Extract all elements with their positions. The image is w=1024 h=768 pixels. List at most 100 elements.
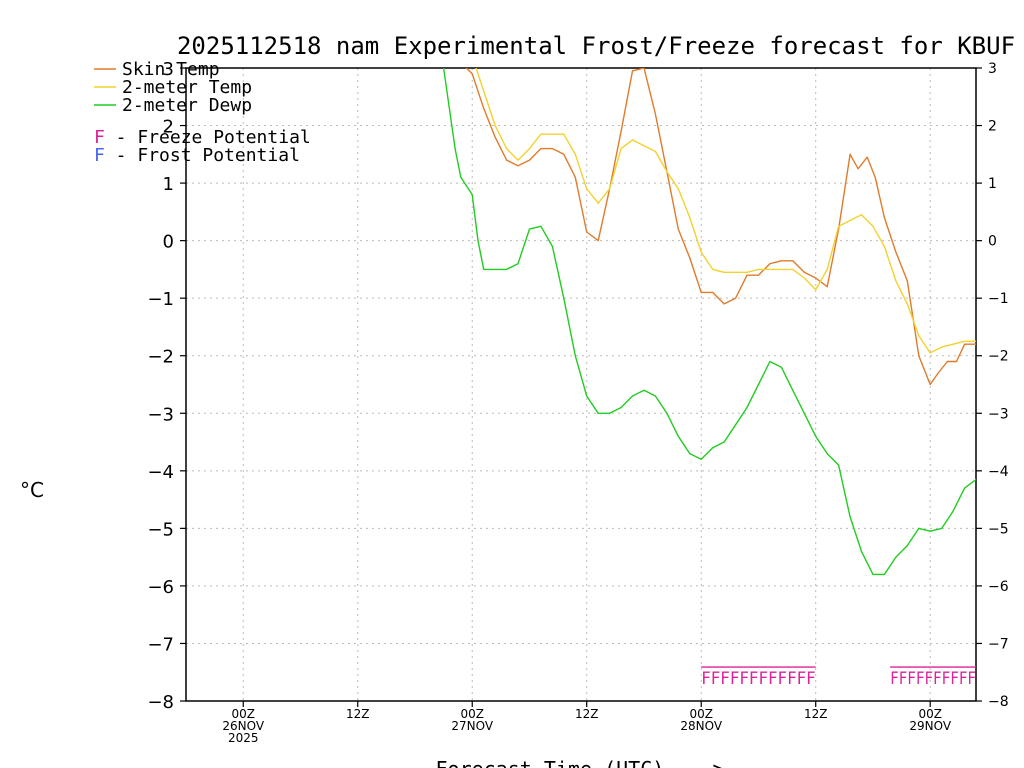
data-point bbox=[494, 268, 496, 271]
x-tick-label: 00Z bbox=[918, 707, 942, 721]
y-tick-label-left: −6 bbox=[147, 577, 174, 598]
x-tick-label: 00Z bbox=[689, 707, 713, 721]
y-tick-label-right: 1 bbox=[988, 176, 997, 192]
data-point bbox=[540, 133, 542, 135]
data-point bbox=[689, 217, 691, 219]
x-tick-label: 26NOV bbox=[222, 719, 264, 733]
data-point bbox=[551, 133, 553, 135]
y-tick-label-left: 0 bbox=[163, 232, 174, 253]
data-point bbox=[769, 360, 771, 363]
y-tick-labels: 3 3 2 2 1 1 0 0 −1 −1 −2 −2 −3 −3 −4 −4 −5 −5 −6 −6 −7 −7 −8 −8 bbox=[147, 59, 1008, 713]
data-point bbox=[517, 165, 519, 167]
y-tick-label-left: −8 bbox=[147, 692, 174, 713]
y-tick-label-right: −7 bbox=[988, 636, 1009, 652]
x-tick-label: 00Z bbox=[231, 707, 255, 721]
legend-label: F - Frost Potential bbox=[94, 145, 300, 166]
data-point bbox=[677, 188, 679, 190]
plot-border bbox=[185, 67, 977, 702]
legend-text: - Freeze Potential bbox=[105, 127, 311, 148]
data-point bbox=[883, 245, 886, 247]
y-tick-label-left: −3 bbox=[147, 404, 174, 425]
y-axis-unit: °C bbox=[20, 478, 44, 502]
data-point bbox=[528, 159, 531, 161]
data-point bbox=[857, 168, 859, 170]
x-tick-label: 12Z bbox=[346, 707, 370, 721]
legend-item: 2-meter Temp bbox=[94, 77, 252, 98]
y-tick-label-right: −6 bbox=[988, 579, 1009, 595]
data-point bbox=[631, 139, 634, 141]
data-point bbox=[792, 389, 794, 391]
chart-title: 2025112518 nam Experimental Frost/Freeze… bbox=[177, 32, 1015, 60]
data-point bbox=[757, 383, 760, 386]
y-tick-label-left: 3 bbox=[163, 59, 174, 80]
data-point bbox=[712, 447, 714, 449]
data-point bbox=[906, 545, 908, 547]
grid-lines bbox=[186, 68, 976, 701]
data-series bbox=[442, 68, 976, 576]
data-point bbox=[517, 159, 519, 161]
data-point bbox=[803, 412, 805, 414]
data-point bbox=[597, 202, 599, 204]
data-point bbox=[929, 530, 931, 532]
data-point bbox=[780, 268, 782, 271]
data-point bbox=[975, 343, 976, 345]
data-point bbox=[505, 159, 508, 161]
data-point bbox=[941, 346, 943, 348]
data-point bbox=[609, 188, 611, 190]
data-point bbox=[483, 268, 485, 271]
data-point bbox=[597, 412, 599, 414]
data-point bbox=[654, 113, 657, 115]
data-point bbox=[826, 452, 828, 455]
data-point bbox=[895, 280, 897, 282]
data-point bbox=[563, 133, 565, 135]
data-point bbox=[666, 170, 668, 173]
freeze-flag-run: FFFFFFFFFFFF bbox=[701, 669, 815, 689]
legend-glyph: F bbox=[94, 145, 105, 166]
data-point bbox=[471, 73, 473, 75]
legend-item: Skin Temp bbox=[94, 59, 220, 80]
legend-item: 2-meter Dewp bbox=[94, 95, 252, 116]
legend-label: 2-meter Temp bbox=[122, 77, 252, 98]
data-point bbox=[483, 107, 485, 109]
data-point bbox=[906, 303, 908, 305]
data-point bbox=[746, 271, 748, 273]
data-point bbox=[780, 260, 782, 262]
data-point bbox=[505, 268, 508, 271]
y-tick-label-right: −4 bbox=[988, 464, 1009, 480]
data-point bbox=[483, 90, 485, 92]
y-tick-label-right: −5 bbox=[988, 521, 1009, 537]
data-point bbox=[551, 147, 553, 150]
data-point bbox=[563, 153, 565, 155]
y-tick-label-left: −1 bbox=[147, 289, 174, 310]
data-point bbox=[757, 268, 760, 271]
y-tick-label-right: 3 bbox=[988, 61, 997, 77]
series-2-meter-temp bbox=[475, 68, 976, 354]
x-tick-label: 28NOV bbox=[680, 719, 722, 733]
data-point bbox=[866, 156, 868, 158]
data-point bbox=[712, 268, 714, 271]
y-tick-label-left: −2 bbox=[147, 347, 174, 368]
data-point bbox=[586, 231, 588, 233]
data-point bbox=[723, 441, 725, 443]
data-point bbox=[528, 147, 531, 150]
data-point bbox=[895, 556, 897, 558]
y-tick-label-right: −1 bbox=[988, 291, 1009, 307]
x-tick-label: 12Z bbox=[804, 707, 828, 721]
data-point bbox=[700, 291, 702, 294]
data-point bbox=[454, 147, 456, 150]
data-point bbox=[757, 274, 760, 276]
data-point bbox=[838, 225, 840, 227]
data-point bbox=[803, 277, 805, 279]
data-point bbox=[838, 464, 840, 466]
data-point bbox=[654, 150, 657, 153]
freeze-potential-flags: FFFFFFFFFFFF FFFFFFFFFF bbox=[701, 666, 976, 689]
data-point bbox=[746, 274, 748, 276]
data-point bbox=[769, 268, 771, 271]
data-point bbox=[666, 412, 668, 414]
legend-label: 2-meter Dewp bbox=[122, 95, 252, 116]
data-point bbox=[792, 268, 794, 271]
data-point bbox=[471, 194, 473, 196]
y-tick-label-right: −3 bbox=[988, 406, 1009, 422]
data-point bbox=[574, 176, 576, 178]
